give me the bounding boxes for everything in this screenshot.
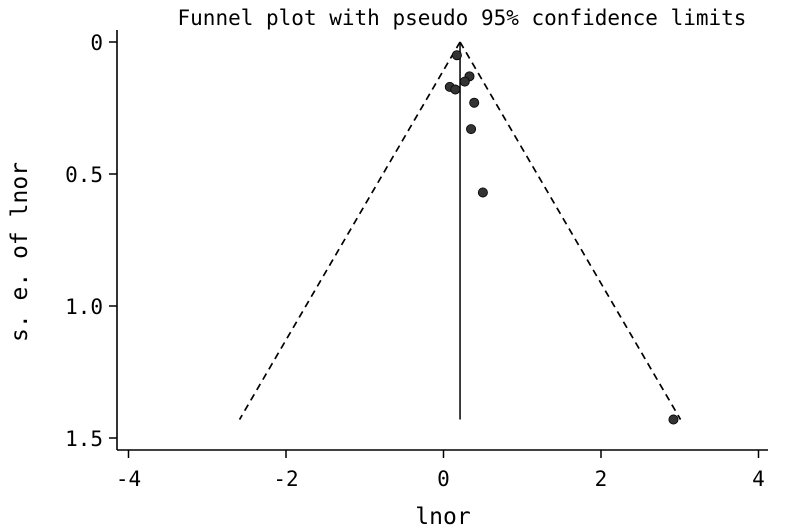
y-axis-ticks: 0 0.5 1.0 1.5 [65, 31, 117, 451]
confidence-limit-left [238, 41, 461, 420]
x-tick-label-0: -4 [116, 467, 141, 491]
y-tick-label-1: 0.5 [65, 163, 103, 187]
confidence-limit-right [459, 41, 682, 420]
plot-area [238, 41, 682, 425]
y-axis-label: s. e. of lnor [7, 162, 33, 342]
x-tick-label-2: 0 [437, 467, 450, 491]
y-tick-label-0: 0 [90, 31, 103, 55]
data-point-7 [466, 124, 477, 135]
x-axis-ticks: -4 -2 0 2 4 [116, 450, 765, 491]
data-point-6 [469, 97, 480, 108]
x-tick-label-4: 4 [752, 467, 765, 491]
data-point-3 [459, 76, 470, 87]
data-point-8 [477, 187, 488, 198]
x-tick-label-3: 2 [595, 467, 608, 491]
data-point-9 [668, 414, 679, 425]
y-tick-label-2: 1.0 [65, 295, 103, 319]
x-tick-label-1: -2 [273, 467, 298, 491]
data-point-5 [450, 84, 461, 95]
data-point-1 [451, 50, 462, 61]
x-axis-label: lnor [415, 504, 470, 530]
y-tick-label-3: 1.5 [65, 427, 103, 451]
chart-title: Funnel plot with pseudo 95% confidence l… [178, 6, 747, 30]
